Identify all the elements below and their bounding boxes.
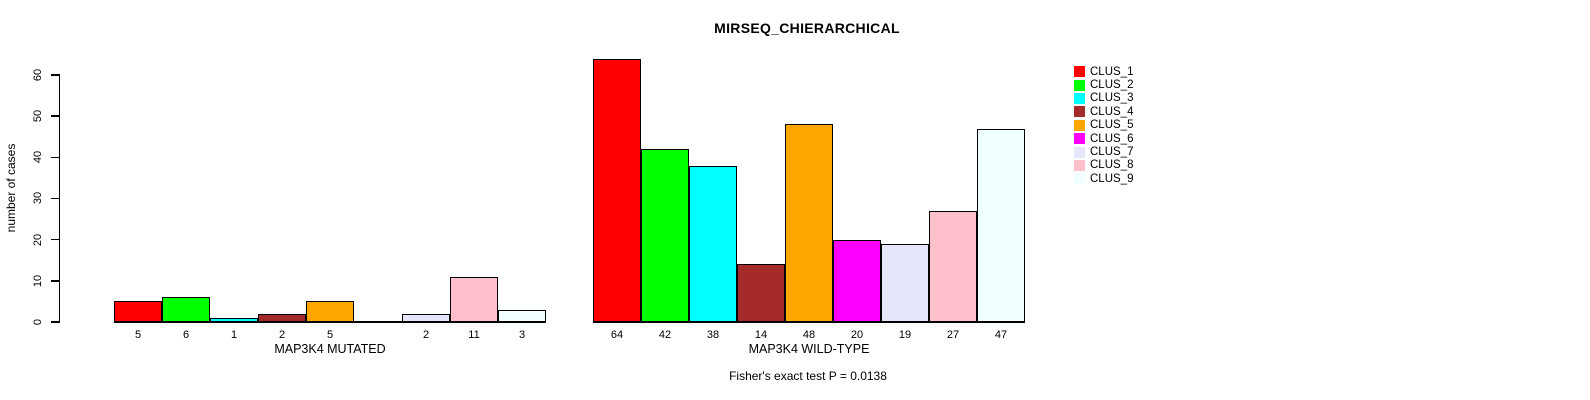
legend-label: CLUS_2 bbox=[1090, 79, 1134, 92]
legend-swatch-clus_8 bbox=[1074, 159, 1085, 171]
y-tick-label: 20 bbox=[32, 233, 44, 246]
legend-item-clus_1: CLUS_1 bbox=[1074, 65, 1133, 78]
bar-value-label: 19 bbox=[898, 329, 912, 341]
legend-item-clus_2: CLUS_2 bbox=[1074, 78, 1133, 91]
bar-value-label: 47 bbox=[994, 329, 1008, 341]
bar-clus-2-map3k4-mutated bbox=[162, 297, 210, 322]
bar-value-label: 2 bbox=[422, 329, 430, 341]
bar-value-label: 64 bbox=[610, 329, 624, 341]
bar-clus-8-map3k4-wild-type bbox=[929, 211, 977, 322]
x-axis-baseline-map3k4-wild-type bbox=[593, 321, 1025, 323]
y-tick-label: 30 bbox=[32, 192, 44, 205]
legend-label: CLUS_3 bbox=[1090, 92, 1134, 105]
y-tick-mark bbox=[51, 115, 59, 117]
x-axis-group-label-map3k4-wild-type: MAP3K4 WILD-TYPE bbox=[748, 342, 870, 356]
legend-swatch-clus_2 bbox=[1074, 79, 1085, 91]
bar-value-label: 20 bbox=[850, 329, 864, 341]
legend-item-clus_7: CLUS_7 bbox=[1074, 145, 1133, 158]
bar-clus-4-map3k4-wild-type bbox=[737, 264, 785, 322]
bar-value-label: 1 bbox=[230, 329, 238, 341]
legend: CLUS_1 CLUS_2 CLUS_3 CLUS_4 CLUS_5 CLUS_6 CLUS… bbox=[1074, 65, 1133, 186]
x-axis-baseline-map3k4-mutated bbox=[114, 321, 546, 323]
legend-swatch-clus_1 bbox=[1074, 66, 1085, 78]
legend-swatch-clus_6 bbox=[1074, 133, 1085, 145]
legend-item-clus_3: CLUS_3 bbox=[1074, 92, 1133, 105]
bar-clus-6-map3k4-wild-type bbox=[833, 240, 881, 322]
bar-clus-1-map3k4-wild-type bbox=[593, 59, 641, 322]
bar-value-label: 14 bbox=[754, 329, 768, 341]
bar-clus-9-map3k4-wild-type bbox=[977, 129, 1025, 322]
legend-item-clus_6: CLUS_6 bbox=[1074, 132, 1133, 145]
y-tick-mark bbox=[51, 156, 59, 159]
bar-clus-3-map3k4-wild-type bbox=[689, 166, 737, 322]
legend-item-clus_5: CLUS_5 bbox=[1074, 119, 1133, 132]
legend-item-clus_4: CLUS_4 bbox=[1074, 105, 1133, 118]
bar-clus-3-map3k4-mutated bbox=[210, 318, 258, 322]
legend-swatch-clus_9 bbox=[1074, 173, 1085, 185]
fisher-test-annotation: Fisher's exact test P = 0.0138 bbox=[729, 369, 887, 383]
bar-clus-9-map3k4-mutated bbox=[498, 310, 546, 322]
bar-clus-8-map3k4-mutated bbox=[450, 277, 498, 322]
y-tick-mark bbox=[51, 321, 59, 323]
legend-label: CLUS_6 bbox=[1090, 132, 1134, 145]
legend-label: CLUS_1 bbox=[1090, 65, 1134, 78]
legend-item-clus_9: CLUS_9 bbox=[1074, 172, 1133, 185]
legend-swatch-clus_3 bbox=[1074, 92, 1085, 104]
y-tick-mark bbox=[51, 238, 59, 241]
y-tick-mark bbox=[51, 74, 59, 76]
legend-swatch-clus_4 bbox=[1074, 106, 1085, 118]
bar-value-label: 38 bbox=[706, 329, 720, 341]
y-tick-mark bbox=[51, 280, 59, 282]
y-tick-label: 0 bbox=[32, 318, 44, 326]
x-axis-group-label-map3k4-mutated: MAP3K4 MUTATED bbox=[274, 342, 386, 356]
bar-value-label: 2 bbox=[278, 329, 286, 341]
bar-value-label: 5 bbox=[134, 329, 142, 341]
bar-clus-7-map3k4-mutated bbox=[402, 314, 450, 322]
legend-swatch-clus_7 bbox=[1074, 146, 1085, 158]
legend-label: CLUS_9 bbox=[1090, 172, 1134, 185]
bar-value-label: 48 bbox=[802, 329, 816, 341]
y-axis-line bbox=[58, 74, 60, 323]
bar-clus-2-map3k4-wild-type bbox=[641, 149, 689, 322]
bar-clus-1-map3k4-mutated bbox=[114, 301, 162, 322]
y-axis-title: number of cases bbox=[4, 143, 18, 233]
bar-clus-5-map3k4-wild-type bbox=[785, 124, 833, 322]
legend-label: CLUS_5 bbox=[1090, 119, 1134, 132]
y-tick-label: 40 bbox=[32, 151, 44, 164]
legend-swatch-clus_5 bbox=[1074, 119, 1085, 131]
legend-label: CLUS_8 bbox=[1090, 159, 1134, 172]
y-tick-mark bbox=[51, 197, 59, 200]
bar-value-label: 11 bbox=[468, 329, 480, 341]
bar-value-label: 27 bbox=[946, 329, 960, 341]
legend-label: CLUS_7 bbox=[1090, 146, 1134, 159]
y-tick-label: 60 bbox=[32, 68, 44, 82]
bar-clus-4-map3k4-mutated bbox=[258, 314, 306, 322]
bar-value-label: 42 bbox=[658, 329, 672, 341]
bar-value-label: 5 bbox=[326, 329, 334, 341]
bar-clus-7-map3k4-wild-type bbox=[881, 244, 929, 322]
bar-value-label: 3 bbox=[518, 329, 526, 341]
y-tick-label: 50 bbox=[32, 110, 44, 123]
legend-label: CLUS_4 bbox=[1090, 105, 1134, 118]
y-tick-label: 10 bbox=[32, 274, 44, 287]
bar-value-label: 6 bbox=[182, 329, 190, 341]
chart-title: MIRSEQ_CHIERARCHICAL bbox=[714, 20, 900, 36]
legend-item-clus_8: CLUS_8 bbox=[1074, 159, 1133, 172]
bar-clus-5-map3k4-mutated bbox=[306, 301, 354, 322]
